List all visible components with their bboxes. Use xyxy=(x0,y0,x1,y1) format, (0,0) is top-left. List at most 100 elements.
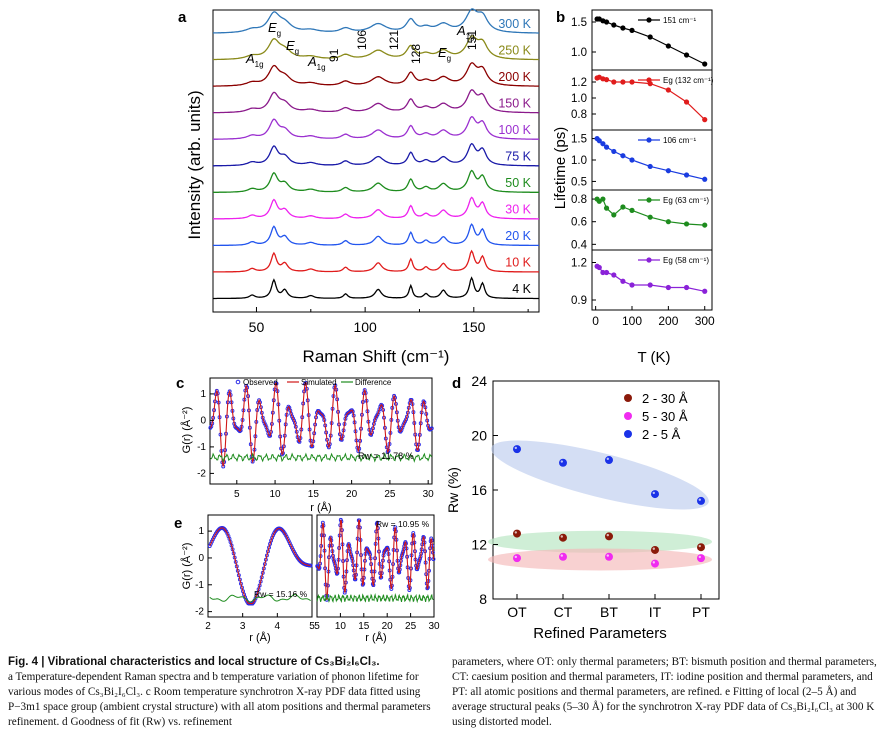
lifetime-point xyxy=(603,19,610,25)
raman-temp-label: 75 K xyxy=(505,150,531,164)
rw-point xyxy=(697,496,705,505)
lifetime-xtick-label: 300 xyxy=(695,314,715,328)
raman-peak-label: 106 xyxy=(355,30,369,50)
lifetime-point xyxy=(620,278,626,284)
panel-d-xlabel: Refined Parameters xyxy=(533,625,666,642)
lifetime-point xyxy=(702,222,708,228)
lifetime-xtick-label: 200 xyxy=(658,314,678,328)
pdf-c-xtick-label: 10 xyxy=(270,489,282,500)
pdf-e1-xtick-label: 3 xyxy=(240,621,246,632)
pdf-e1-ytick-label: -1 xyxy=(195,580,204,591)
raman-peak-label-sub: 1g xyxy=(317,63,326,72)
lifetime-point xyxy=(629,79,635,85)
raman-curve-10K xyxy=(213,249,539,273)
pdf-difference-line xyxy=(316,593,434,604)
pdf-e2-xtick-label: 20 xyxy=(382,621,394,632)
rw-legend-label: 2 - 30 Å xyxy=(642,391,688,406)
rw-xtick-label: IT xyxy=(649,604,662,620)
lifetime-xtick-label: 0 xyxy=(592,314,599,328)
raman-peak-label: Eg xyxy=(438,45,451,63)
raman-xtick-label: 50 xyxy=(249,319,265,335)
rw-point xyxy=(513,529,521,538)
lifetime-ytick-label: 0.8 xyxy=(571,109,587,121)
raman-peak-label-sub: 1g xyxy=(466,32,475,41)
raman-curve-150K xyxy=(212,89,539,114)
rw-legend-label: 2 - 5 Å xyxy=(642,427,681,442)
lifetime-point xyxy=(611,272,617,278)
rw-point-highlight xyxy=(514,555,517,559)
pdf-difference-line xyxy=(209,593,311,603)
raman-peak-label-sub: g xyxy=(447,54,451,63)
raman-peak-label: 121 xyxy=(387,30,401,50)
lifetime-point xyxy=(611,22,617,28)
lifetime-point xyxy=(600,269,606,276)
raman-temp-label: 150 K xyxy=(498,97,531,111)
pdf-c-xtick-label: 20 xyxy=(346,489,358,500)
lifetime-point xyxy=(620,204,626,210)
raman-curve-75K xyxy=(213,142,539,167)
lifetime-point xyxy=(647,282,653,288)
rw-point-highlight xyxy=(698,555,701,559)
rw-point xyxy=(697,543,705,552)
panel-a-ylabel: Intensity (arb. units) xyxy=(185,90,204,239)
lifetime-point xyxy=(600,141,606,147)
lifetime-point xyxy=(611,148,617,155)
lifetime-point xyxy=(629,282,635,288)
panel-e1-xlabel: r (Å) xyxy=(249,631,270,644)
rw-point-highlight xyxy=(560,535,563,538)
raman-curve-250K xyxy=(213,35,540,61)
lifetime-legend-label: 106 cm⁻¹ xyxy=(663,136,696,145)
lifetime-ytick-label: 0.6 xyxy=(571,217,587,229)
rw-point-highlight xyxy=(606,554,609,557)
raman-peak-label-sub: 1g xyxy=(255,60,264,69)
rw-ytick-label: 16 xyxy=(471,482,487,498)
panel-e1-rw: Rw = 15.16 % xyxy=(254,589,308,599)
raman-temp-label: 30 K xyxy=(505,203,531,217)
rw-legend-marker xyxy=(624,412,632,420)
pdf-e2-xtick-label: 25 xyxy=(405,621,417,632)
rw-point-highlight xyxy=(652,561,655,564)
figure-caption-right: parameters, where OT: only thermal param… xyxy=(452,655,880,730)
pdf-c-ytick-label: -1 xyxy=(197,442,206,453)
panel-c-ylabel: G(r) (Å⁻²) xyxy=(180,407,193,454)
lifetime-legend-label: Eg (58 cm⁻¹) xyxy=(663,256,709,265)
rw-point xyxy=(651,490,659,499)
lifetime-point xyxy=(647,214,653,220)
pdf-e1-xtick-label: 5 xyxy=(309,621,315,632)
lifetime-point xyxy=(665,284,671,291)
rw-point-highlight xyxy=(652,547,655,550)
panel-e-pdf-fit-local-average: 2 3 4 510-1-25 10 15 20 25 30 G(r) (Å⁻²) r (Å) r… xyxy=(180,514,440,644)
raman-peak-label: A1g xyxy=(307,54,326,72)
rw-point-highlight xyxy=(606,533,609,537)
rw-point-highlight xyxy=(652,491,655,495)
panel-c-xlabel: r (Å) xyxy=(310,501,331,514)
panel-d-goodness-of-fit: 8 12 16 20 24 OT CT BT IT PT 2 - 30 Å 5 - 30 Å 2 - 5… xyxy=(445,373,720,642)
lifetime-legend-marker xyxy=(646,77,652,83)
lifetime-point xyxy=(702,117,708,123)
lifetime-legend-marker xyxy=(646,17,652,23)
lifetime-point xyxy=(647,163,653,170)
lifetime-point xyxy=(603,205,610,211)
lifetime-ytick-label: 0.5 xyxy=(571,176,587,188)
pdf-e1-xtick-label: 2 xyxy=(205,621,211,632)
lifetime-legend-marker xyxy=(646,257,652,263)
rw-legend-marker xyxy=(624,394,632,402)
pdf-simulated-line xyxy=(209,527,311,605)
lifetime-ytick-label: 1.5 xyxy=(571,17,587,29)
pdf-legend-observed-marker xyxy=(235,379,241,385)
lifetime-point xyxy=(665,168,671,174)
panel-label-c: c xyxy=(176,375,184,392)
rw-ellipse-5-30 xyxy=(488,548,712,571)
lifetime-point xyxy=(647,34,653,40)
pdf-e2-xtick-label: 30 xyxy=(428,621,440,632)
panel-e-ylabel: G(r) (Å⁻²) xyxy=(180,543,193,590)
lifetime-ytick-label: 1.0 xyxy=(571,47,587,59)
rw-point xyxy=(513,554,521,563)
rw-point xyxy=(605,552,613,561)
lifetime-point xyxy=(702,176,708,182)
raman-temp-label: 4 K xyxy=(512,282,531,296)
lifetime-legend-marker xyxy=(646,137,652,143)
raman-curve-300K xyxy=(212,8,539,34)
pdf-c-xtick-label: 15 xyxy=(308,489,320,500)
raman-temp-label: 20 K xyxy=(505,229,531,243)
